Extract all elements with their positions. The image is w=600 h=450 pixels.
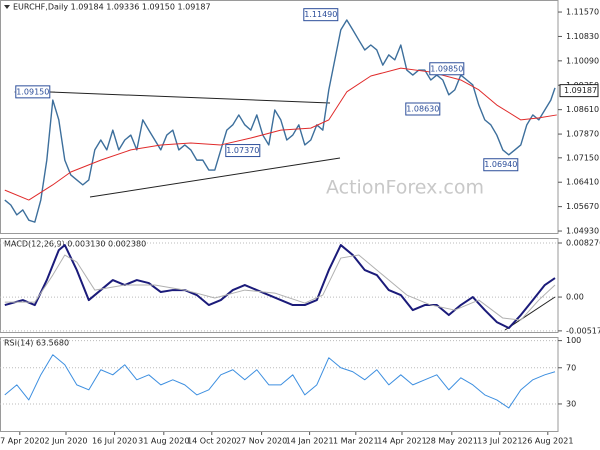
annotation-box bbox=[405, 102, 441, 116]
annotation-label: 1.11490 bbox=[304, 10, 337, 19]
menu-icon bbox=[4, 5, 10, 9]
annotation-box bbox=[483, 158, 519, 172]
x-tick-label: 16 Jul 2020 bbox=[92, 437, 137, 446]
x-tick-label: 13 Jul 2021 bbox=[477, 437, 522, 446]
annotation-label: 1.06940 bbox=[484, 160, 517, 169]
panel-frame bbox=[0, 0, 559, 234]
y-tick-label: -0.005174 bbox=[566, 326, 600, 335]
panel-frame bbox=[0, 238, 559, 333]
watermark: ActionForex.com bbox=[326, 177, 484, 199]
annotation-box bbox=[429, 62, 465, 76]
series-line bbox=[4, 67, 557, 201]
y-tick-label: 1.07870 bbox=[566, 130, 599, 139]
annotation-label: 1.09850 bbox=[430, 64, 463, 73]
annotation-box bbox=[15, 85, 51, 99]
y-tick-label: 70 bbox=[566, 363, 576, 372]
annotation-box bbox=[225, 144, 261, 158]
macd-header: MACD(12,26,9) 0.003130 0.002380 bbox=[4, 240, 146, 249]
trend-line bbox=[49, 91, 331, 104]
panel-frame bbox=[0, 337, 559, 432]
y-tick-label: 1.10090 bbox=[566, 56, 599, 65]
x-tick-label: 17 Apr 2020 bbox=[0, 437, 45, 446]
x-tick-label: 31 Aug 2020 bbox=[138, 437, 189, 446]
x-tick-label: 1 Mar 2021 bbox=[333, 437, 379, 446]
rsi-header: RSI(14) 63.5680 bbox=[4, 339, 69, 348]
y-tick-label: 30 bbox=[566, 399, 576, 408]
y-tick-label: 1.07150 bbox=[566, 153, 599, 162]
y-tick-label: 1.04930 bbox=[566, 227, 599, 236]
annotation-label: 1.07370 bbox=[226, 146, 259, 155]
x-tick-label: 2 Jun 2020 bbox=[44, 437, 87, 446]
series-line bbox=[4, 244, 556, 330]
series-line bbox=[4, 19, 556, 223]
y-tick-label: 1.10830 bbox=[566, 32, 599, 41]
y-tick-label: 1.11570 bbox=[566, 8, 599, 17]
y-tick-label: 0.008276 bbox=[566, 238, 600, 247]
x-tick-label: 14 Apr 2021 bbox=[377, 437, 426, 446]
y-tick-label: 1.08610 bbox=[566, 105, 599, 114]
trend-line bbox=[89, 157, 341, 198]
last-price-label: 1.09187 bbox=[564, 86, 597, 95]
x-tick-label: 28 May 2021 bbox=[426, 437, 478, 446]
annotation-label: 1.09150 bbox=[16, 87, 49, 96]
price-header: EURCHF,Daily 1.09184 1.09336 1.09150 1.0… bbox=[13, 3, 211, 12]
x-tick-label: 14 Oct 2020 bbox=[187, 437, 236, 446]
y-tick-label: 1.05670 bbox=[566, 202, 599, 211]
x-tick-label: 26 Aug 2021 bbox=[522, 437, 573, 446]
y-tick-label: 1.06410 bbox=[566, 178, 599, 187]
x-tick-label: 14 Jan 2021 bbox=[286, 437, 334, 446]
annotation-label: 1.08630 bbox=[406, 105, 439, 114]
series-line bbox=[4, 354, 556, 409]
annotation-box bbox=[303, 8, 339, 22]
y-tick-label: 0.00 bbox=[566, 293, 584, 302]
series-line bbox=[4, 254, 556, 321]
x-tick-label: 27 Nov 2020 bbox=[236, 437, 287, 446]
y-tick-label: 100 bbox=[566, 336, 581, 345]
last-price-box bbox=[559, 84, 599, 98]
